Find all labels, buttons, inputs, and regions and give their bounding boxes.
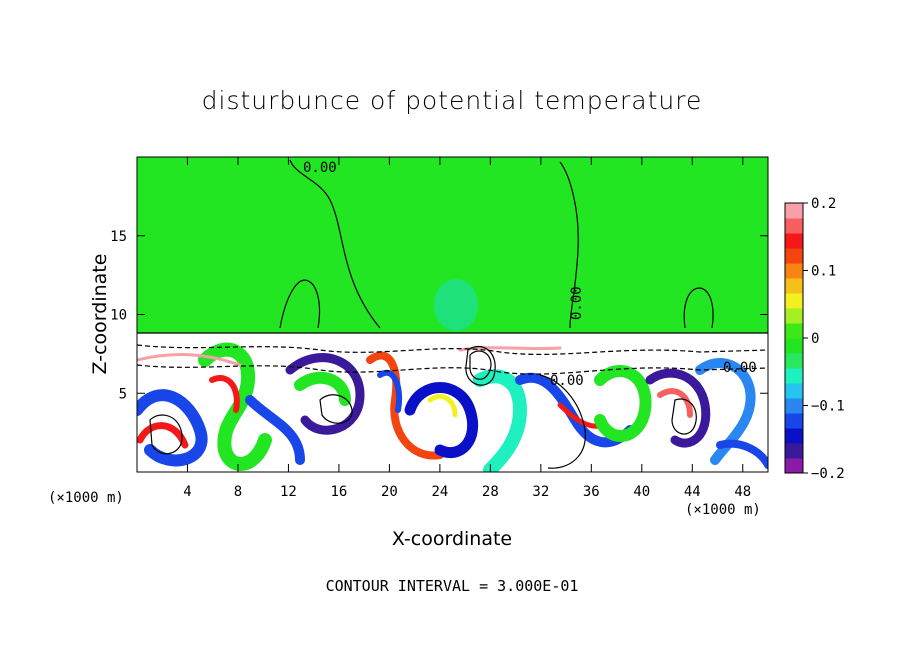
- contour-upper-left: [289, 159, 381, 329]
- x-tick-label: 12: [280, 484, 297, 500]
- colorbar-swatch: [785, 308, 803, 324]
- x-tick-label: 4: [183, 484, 191, 500]
- contour-lines: [137, 159, 768, 469]
- colorbar-swatch: [785, 458, 803, 474]
- x-tick-label: 40: [633, 484, 650, 500]
- contour-eddy-2: [469, 350, 492, 380]
- x-tick-label: 44: [684, 484, 701, 500]
- y-tick-label: 5: [119, 386, 127, 402]
- colorbar: [785, 203, 803, 474]
- contour-label-1: 0.00: [303, 160, 337, 176]
- contour-label-4: 0.00: [723, 360, 757, 376]
- colorbar-tick-label: 0.2: [811, 196, 836, 212]
- colorbar-swatch: [785, 353, 803, 369]
- colorbar-swatch: [785, 368, 803, 384]
- colorbar-swatch: [785, 323, 803, 339]
- y-tick-label: 10: [110, 308, 127, 324]
- x-unit-label-right: (×1000 m): [685, 502, 761, 518]
- colorbar-tick-label: −0.1: [811, 399, 845, 415]
- contour-label-3: 0.00: [550, 373, 584, 389]
- colorbar-tick-label: 0.1: [811, 264, 836, 280]
- contour-bump-left: [279, 279, 321, 329]
- colorbar-swatch: [785, 233, 803, 249]
- colorbar-swatch: [785, 293, 803, 309]
- colorbar-swatch: [785, 443, 803, 459]
- contour-bump-right: [683, 287, 714, 329]
- x-unit-label-left: (×1000 m): [48, 490, 124, 506]
- contour-interval-note: CONTOUR INTERVAL = 3.000E-01: [325, 577, 579, 595]
- colorbar-swatch: [785, 263, 803, 279]
- contour-eddy-4: [149, 414, 183, 455]
- x-tick-label: 20: [381, 484, 398, 500]
- colorbar-swatch: [785, 413, 803, 429]
- colorbar-swatch: [785, 338, 803, 354]
- colorbar-tick-label: −0.2: [811, 466, 845, 482]
- x-tick-label: 16: [330, 484, 347, 500]
- contour-eddy-1: [319, 394, 353, 424]
- x-axis-label: X-coordinate: [391, 528, 513, 550]
- colorbar-swatch: [785, 383, 803, 399]
- colorbar-swatch: [785, 218, 803, 234]
- eddy-layer: [137, 342, 768, 472]
- heatmap-field: [137, 157, 768, 472]
- x-tick-label: 8: [234, 484, 242, 500]
- colorbar-swatch: [785, 428, 803, 444]
- x-tick-label: 48: [734, 484, 751, 500]
- contour-upper-right: [559, 161, 579, 329]
- contour-label-2: 0.00: [569, 286, 585, 320]
- x-tick-label: 32: [532, 484, 549, 500]
- y-tick-label: 15: [110, 229, 127, 245]
- contour-dashed-2: [137, 364, 768, 375]
- chart-title: disturbunce of potential temperature: [201, 86, 703, 115]
- colorbar-ticks: 0.2 0.1 0 −0.1 −0.2: [803, 196, 845, 482]
- colorbar-swatch: [785, 203, 803, 219]
- x-tick-label: 24: [431, 484, 448, 500]
- x-tick-label: 36: [583, 484, 600, 500]
- colorbar-swatch: [785, 248, 803, 264]
- colorbar-swatch: [785, 278, 803, 294]
- contour-eddy-5: [671, 398, 697, 435]
- contour-dashed-1: [137, 344, 768, 355]
- contour-eddy-3: [465, 345, 496, 386]
- x-tick-label: 28: [482, 484, 499, 500]
- central-cool-anomaly: [434, 279, 478, 331]
- contour-lower-mid: [539, 374, 586, 469]
- y-axis-label: Z-coordinate: [89, 253, 111, 375]
- colorbar-tick-label: 0: [811, 331, 819, 347]
- colorbar-swatch: [785, 398, 803, 414]
